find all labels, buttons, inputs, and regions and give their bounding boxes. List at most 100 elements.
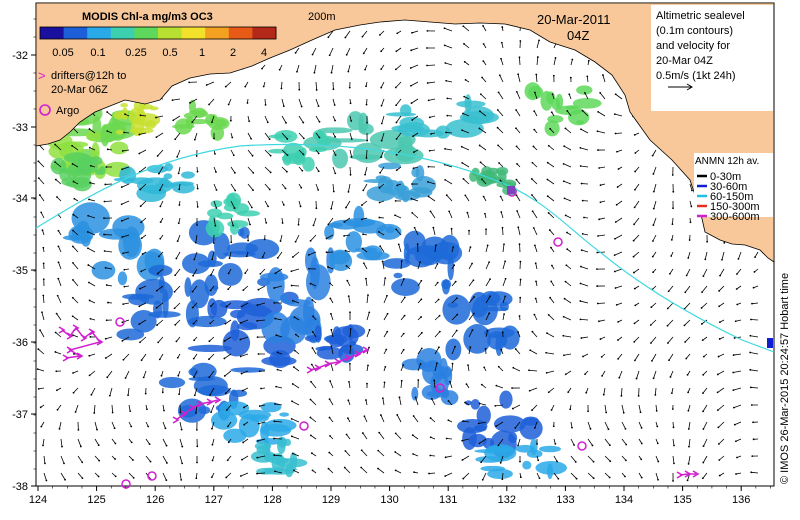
velocity-arrow-head (750, 471, 753, 474)
velocity-arrow (213, 217, 216, 226)
velocity-arrow-head (652, 207, 655, 210)
velocity-arrow-head (71, 296, 74, 299)
velocity-arrow-head (230, 241, 233, 244)
chlorophyll-patch (184, 277, 192, 297)
velocity-arrow-head (71, 162, 74, 165)
velocity-arrow (430, 211, 436, 219)
velocity-arrow (721, 251, 725, 260)
velocity-arrow-head (107, 301, 109, 304)
velocity-arrow-head (176, 356, 179, 359)
velocity-arrow (584, 92, 589, 100)
drifter-legend-line: 20-Mar 06Z (51, 84, 108, 96)
velocity-arrow (614, 268, 623, 272)
velocity-arrow-head (292, 366, 295, 368)
velocity-arrow (247, 200, 253, 208)
velocity-arrow-head (210, 476, 213, 479)
velocity-arrow-head (494, 404, 497, 407)
velocity-arrow-head (343, 221, 346, 223)
velocity-arrow (345, 450, 351, 457)
velocity-arrow-head (141, 253, 144, 255)
velocity-arrow-head (427, 180, 429, 183)
velocity-arrow-head (56, 294, 59, 297)
chlorophyll-patch (470, 399, 481, 410)
velocity-arrow-head (210, 411, 212, 414)
velocity-arrow-head (584, 373, 587, 376)
velocity-arrow (580, 128, 589, 134)
velocity-arrow-head (530, 178, 533, 180)
velocity-arrow-head (608, 476, 611, 479)
velocity-arrow-head (656, 442, 659, 445)
velocity-arrow (276, 386, 283, 389)
chlorophyll-patch (495, 334, 503, 357)
chlorophyll-patch (464, 400, 472, 406)
velocity-arrow (750, 335, 759, 338)
velocity-arrow (281, 98, 285, 107)
velocity-arrow-head (312, 224, 315, 227)
colorbar-tick-label: 0.05 (52, 47, 73, 59)
velocity-arrow (104, 200, 113, 202)
velocity-arrow-head (545, 351, 548, 354)
velocity-arrow-head (286, 154, 289, 157)
velocity-arrow-head (749, 386, 752, 389)
velocity-arrow (670, 370, 674, 378)
velocity-arrow (462, 455, 470, 461)
velocity-arrow-head (640, 427, 643, 429)
velocity-arrow (127, 387, 130, 396)
velocity-arrow-head (702, 275, 705, 278)
colorbar-tick-label: 0.1 (90, 47, 105, 59)
velocity-arrow-head (497, 365, 500, 368)
velocity-arrow-head (349, 173, 352, 176)
velocity-arrow-head (37, 177, 40, 180)
velocity-arrow-head (554, 442, 557, 445)
velocity-arrow (379, 30, 385, 36)
velocity-arrow-head (105, 166, 108, 168)
velocity-arrow-head (478, 442, 481, 445)
velocity-arrow-head (267, 205, 270, 208)
velocity-arrow-head (256, 319, 259, 322)
chlorophyll-patch (85, 130, 102, 142)
velocity-arrow (621, 387, 623, 396)
velocity-arrow (123, 353, 130, 361)
chlorophyll-patch (158, 376, 186, 389)
velocity-arrow-head (649, 324, 652, 326)
velocity-arrow-head (386, 294, 388, 297)
velocity-arrow-head (571, 58, 574, 61)
velocity-arrow-head (562, 180, 565, 183)
velocity-arrow-head (127, 394, 129, 397)
velocity-arrow (104, 250, 113, 253)
drifter-marker (66, 346, 74, 354)
chlorophyll-patch (185, 115, 195, 129)
velocity-arrow (122, 336, 130, 342)
velocity-arrow-head (532, 227, 535, 229)
velocity-arrow (38, 161, 45, 168)
chlorophyll-patch (120, 103, 128, 108)
velocity-arrow-head (258, 370, 261, 373)
velocity-arrow-head (684, 341, 687, 343)
velocity-arrow (258, 421, 266, 425)
velocity-arrow-head (670, 255, 673, 257)
velocity-arrow (105, 267, 113, 270)
velocity-arrow (718, 438, 725, 445)
velocity-arrow (428, 98, 436, 101)
velocity-arrow (348, 296, 351, 304)
chlorophyll-patch (576, 120, 585, 125)
velocity-arrow-head (147, 425, 150, 428)
velocity-arrow (174, 132, 181, 140)
velocity-arrow (72, 246, 79, 253)
velocity-arrow (128, 455, 134, 461)
velocity-arrow (396, 47, 402, 52)
chlorophyll-patch (317, 127, 353, 134)
velocity-arrow-head (427, 165, 430, 168)
velocity-arrow (400, 315, 405, 321)
velocity-arrow (328, 468, 334, 474)
velocity-arrow-head (103, 217, 105, 220)
velocity-arrow-head (498, 162, 500, 164)
velocity-arrow-head (426, 30, 429, 32)
velocity-arrow-head (363, 415, 366, 418)
velocity-arrow-head (500, 211, 503, 213)
velocity-arrow-head (566, 231, 568, 234)
velocity-arrow-head (334, 135, 336, 138)
velocity-arrow-head (61, 445, 63, 448)
velocity-arrow (587, 455, 594, 463)
velocity-arrow (60, 455, 65, 464)
